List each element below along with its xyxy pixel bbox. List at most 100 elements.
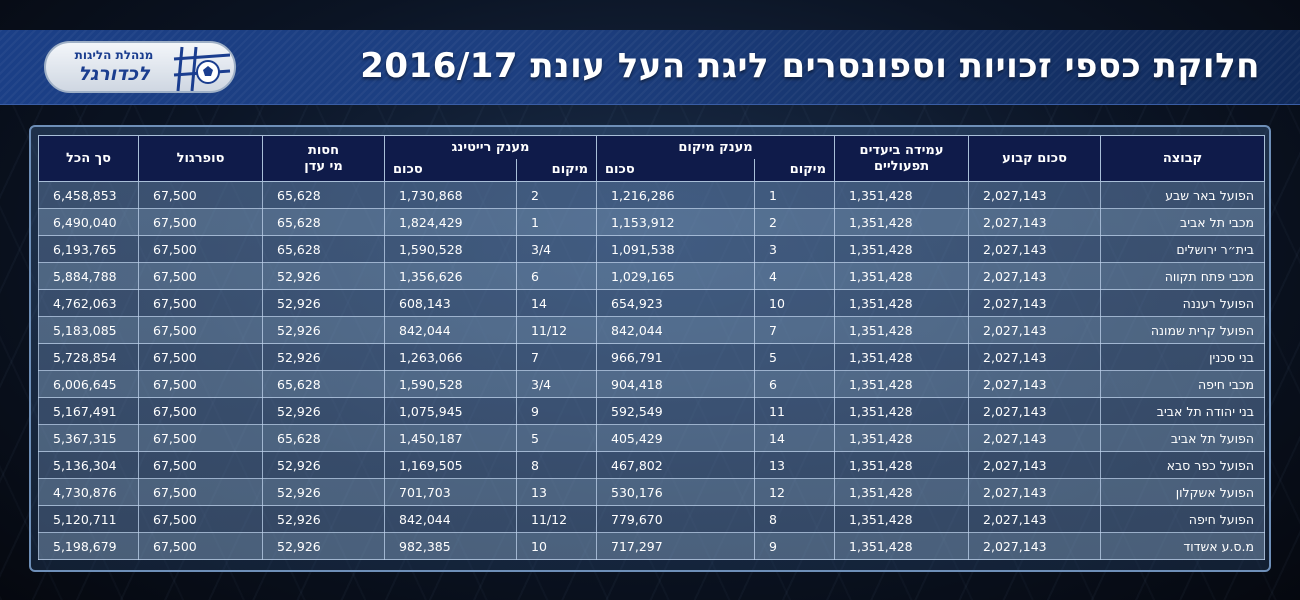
cell-team: הפועל רעננה bbox=[1100, 289, 1266, 317]
cell-position-rank: 7 bbox=[754, 316, 836, 344]
cell-fixed: 2,027,143 bbox=[968, 451, 1102, 479]
cell-rating-amount: 842,044 bbox=[384, 316, 517, 344]
cell-fixed: 2,027,143 bbox=[968, 505, 1102, 533]
cell-position-rank: 14 bbox=[754, 424, 836, 452]
col-header-fixed: סכום קבוע bbox=[968, 135, 1102, 182]
cell-rating-rank: 2 bbox=[516, 181, 597, 209]
cell-attendance: 1,351,428 bbox=[834, 370, 970, 398]
table-row: הפועל רעננה 2,027,143 1,351,428 10 654,923 14… bbox=[38, 289, 1266, 317]
cell-supergol: 67,500 bbox=[138, 208, 263, 236]
cell-rating-amount: 1,263,066 bbox=[384, 343, 517, 371]
cell-attendance: 1,351,428 bbox=[834, 532, 970, 560]
cell-position-rank: 13 bbox=[754, 451, 836, 479]
cell-attendance: 1,351,428 bbox=[834, 343, 970, 371]
cell-supergol: 67,500 bbox=[138, 424, 263, 452]
cell-position-amount: 1,153,912 bbox=[595, 208, 756, 236]
cell-hosting: 52,926 bbox=[262, 451, 385, 479]
col-header-position-group: מענק מיקום bbox=[595, 135, 836, 159]
cell-position-amount: 779,670 bbox=[595, 505, 756, 533]
col-header-attendance-line1: עמידה ביעדים bbox=[859, 142, 944, 158]
cell-rating-amount: 1,730,868 bbox=[384, 181, 517, 209]
cell-hosting: 52,926 bbox=[262, 532, 385, 560]
cell-team: הפועל אשקלון bbox=[1100, 478, 1266, 506]
cell-attendance: 1,351,428 bbox=[834, 289, 970, 317]
cell-team: הפועל קרית שמונה bbox=[1100, 316, 1266, 344]
cell-team: הפועל באר שבע bbox=[1100, 181, 1266, 209]
cell-hosting: 52,926 bbox=[262, 343, 385, 371]
cell-position-rank: 4 bbox=[754, 262, 836, 290]
cell-supergol: 67,500 bbox=[138, 181, 263, 209]
cell-hosting: 52,926 bbox=[262, 397, 385, 425]
cell-fixed: 2,027,143 bbox=[968, 397, 1102, 425]
col-header-rating-rank: מיקום bbox=[516, 159, 597, 182]
cell-position-amount: 842,044 bbox=[595, 316, 756, 344]
col-header-hosting: חסות מי עדן bbox=[262, 135, 385, 182]
cell-hosting: 65,628 bbox=[262, 208, 385, 236]
cell-supergol: 67,500 bbox=[138, 478, 263, 506]
cell-rating-rank: 6 bbox=[516, 262, 597, 290]
cell-rating-amount: 1,075,945 bbox=[384, 397, 517, 425]
cell-attendance: 1,351,428 bbox=[834, 505, 970, 533]
cell-attendance: 1,351,428 bbox=[834, 181, 970, 209]
table-row: בית״ר ירושלים 2,027,143 1,351,428 3 1,091,53… bbox=[38, 235, 1266, 263]
cell-total: 5,167,491 bbox=[38, 397, 139, 425]
cell-hosting: 52,926 bbox=[262, 289, 385, 317]
cell-rating-rank: 14 bbox=[516, 289, 597, 317]
table-row: מכבי חיפה 2,027,143 1,351,428 6 904,418 3/4 1,… bbox=[38, 370, 1266, 398]
cell-position-rank: 11 bbox=[754, 397, 836, 425]
cell-position-amount: 1,216,286 bbox=[595, 181, 756, 209]
cell-position-rank: 10 bbox=[754, 289, 836, 317]
soccer-ball-icon bbox=[173, 46, 231, 91]
cell-rating-rank: 9 bbox=[516, 397, 597, 425]
cell-rating-rank: 10 bbox=[516, 532, 597, 560]
cell-rating-amount: 701,703 bbox=[384, 478, 517, 506]
page-title: חלוקת כספי זכויות וספונסרים ליגת העל עונ… bbox=[360, 46, 1260, 86]
cell-team: מכבי חיפה bbox=[1100, 370, 1266, 398]
cell-position-amount: 405,429 bbox=[595, 424, 756, 452]
cell-position-rank: 2 bbox=[754, 208, 836, 236]
cell-total: 5,183,085 bbox=[38, 316, 139, 344]
cell-rating-rank: 3/4 bbox=[516, 235, 597, 263]
cell-total: 5,136,304 bbox=[38, 451, 139, 479]
cell-supergol: 67,500 bbox=[138, 316, 263, 344]
cell-position-rank: 12 bbox=[754, 478, 836, 506]
cell-rating-rank: 11/12 bbox=[516, 505, 597, 533]
col-header-team: קבוצה bbox=[1100, 135, 1266, 182]
col-header-position-amount: סכום bbox=[595, 159, 756, 182]
cell-position-rank: 9 bbox=[754, 532, 836, 560]
cell-attendance: 1,351,428 bbox=[834, 451, 970, 479]
cell-total: 5,367,315 bbox=[38, 424, 139, 452]
table-row: מכבי פתח תקווה 2,027,143 1,351,428 4 1,029,1… bbox=[38, 262, 1266, 290]
cell-fixed: 2,027,143 bbox=[968, 478, 1102, 506]
table-row: הפועל כפר סבא 2,027,143 1,351,428 13 467,802… bbox=[38, 451, 1266, 479]
cell-supergol: 67,500 bbox=[138, 289, 263, 317]
cell-total: 5,120,711 bbox=[38, 505, 139, 533]
col-header-supergol: סופרגול bbox=[138, 135, 263, 182]
cell-supergol: 67,500 bbox=[138, 235, 263, 263]
cell-position-rank: 5 bbox=[754, 343, 836, 371]
cell-position-amount: 530,176 bbox=[595, 478, 756, 506]
col-header-hosting-line2: מי עדן bbox=[304, 158, 343, 174]
cell-hosting: 52,926 bbox=[262, 478, 385, 506]
cell-rating-rank: 7 bbox=[516, 343, 597, 371]
cell-total: 4,762,063 bbox=[38, 289, 139, 317]
cell-team: מכבי פתח תקווה bbox=[1100, 262, 1266, 290]
col-header-rating-group: מענק רייטינג bbox=[384, 135, 597, 159]
table-row: בני יהודה תל אביב 2,027,143 1,351,428 11 592… bbox=[38, 397, 1266, 425]
cell-total: 6,458,853 bbox=[38, 181, 139, 209]
cell-hosting: 65,628 bbox=[262, 370, 385, 398]
col-header-total: סך הכל bbox=[38, 135, 139, 182]
cell-rating-amount: 1,450,187 bbox=[384, 424, 517, 452]
cell-total: 5,728,854 bbox=[38, 343, 139, 371]
col-header-hosting-line1: חסות bbox=[307, 142, 340, 158]
cell-position-amount: 717,297 bbox=[595, 532, 756, 560]
cell-fixed: 2,027,143 bbox=[968, 289, 1102, 317]
cell-hosting: 52,926 bbox=[262, 262, 385, 290]
cell-attendance: 1,351,428 bbox=[834, 397, 970, 425]
cell-total: 6,006,645 bbox=[38, 370, 139, 398]
cell-supergol: 67,500 bbox=[138, 262, 263, 290]
cell-position-amount: 1,029,165 bbox=[595, 262, 756, 290]
cell-team: מ.ס.ע אשדוד bbox=[1100, 532, 1266, 560]
cell-hosting: 65,628 bbox=[262, 181, 385, 209]
cell-team: הפועל חיפה bbox=[1100, 505, 1266, 533]
